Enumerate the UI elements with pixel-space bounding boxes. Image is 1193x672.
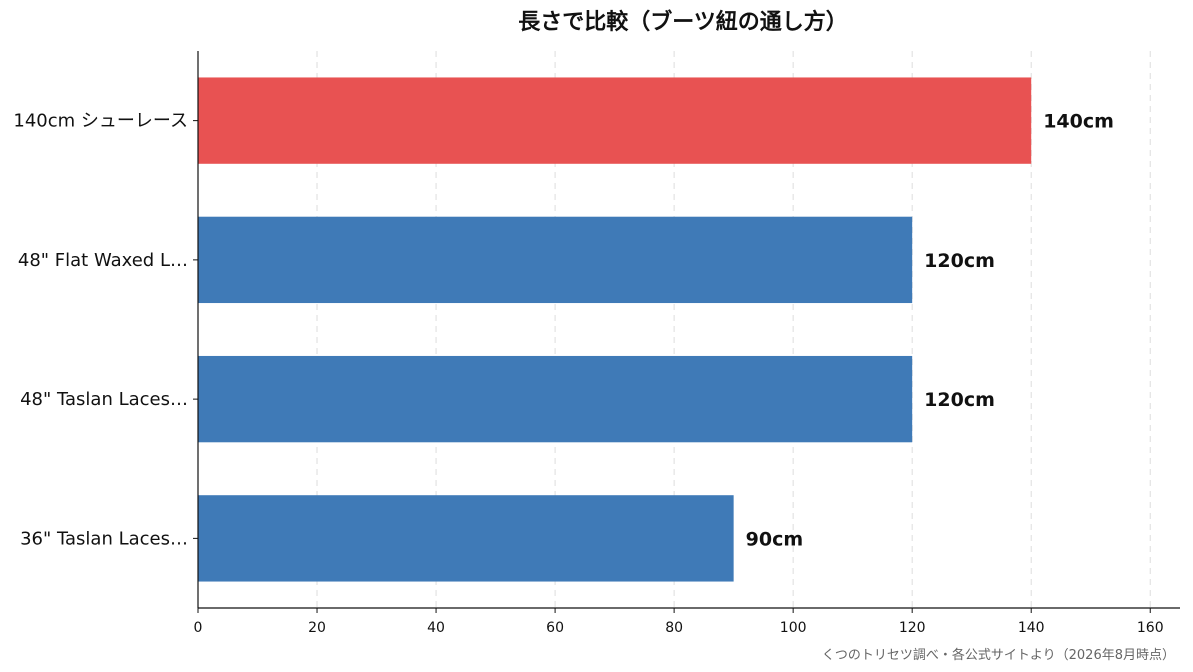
x-tick-label: 120: [899, 620, 926, 636]
x-axis-ticks: 0 20 40 60 80 100 120 140 160: [194, 608, 1164, 636]
x-tick-label: 100: [780, 620, 807, 636]
bars: [198, 77, 1032, 582]
bar: [198, 216, 913, 304]
bar: [198, 77, 1032, 164]
bar: [198, 355, 913, 443]
x-tick-label: 80: [665, 620, 683, 636]
value-label: 140cm: [1043, 111, 1114, 133]
x-tick-label: 160: [1137, 620, 1164, 636]
value-labels: 140cm 120cm 120cm 90cm: [746, 111, 1114, 551]
x-tick-label: 140: [1018, 620, 1045, 636]
x-tick-label: 20: [308, 620, 326, 636]
x-tick-label: 60: [546, 620, 564, 636]
source-note: くつのトリセツ調べ・各公式サイトより（2026年8月時点）: [822, 647, 1175, 663]
x-tick-label: 0: [194, 620, 203, 636]
category-label: 140cm シューレース: [13, 111, 188, 132]
category-labels: 140cm シューレース 48" Flat Waxed L… 48" Taslan …: [13, 111, 198, 549]
category-label: 36" Taslan Laces…: [20, 528, 188, 549]
x-tick-label: 40: [427, 620, 445, 636]
value-label: 120cm: [924, 250, 995, 272]
value-label: 120cm: [924, 389, 995, 411]
category-label: 48" Flat Waxed L…: [18, 250, 188, 271]
chart-title: 長さで比較（ブーツ紐の通し方）: [518, 9, 848, 35]
category-label: 48" Taslan Laces…: [20, 389, 188, 410]
bar: [198, 495, 734, 582]
value-label: 90cm: [746, 528, 804, 550]
